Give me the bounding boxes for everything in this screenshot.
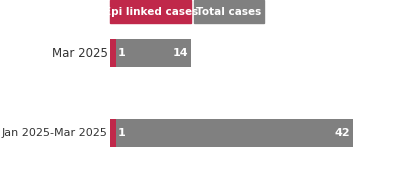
Bar — [110, 0, 191, 23]
Bar — [110, 39, 191, 67]
Text: 1: 1 — [118, 128, 126, 138]
Bar — [110, 119, 353, 147]
Text: 1: 1 — [118, 48, 126, 58]
Text: 42: 42 — [335, 128, 350, 138]
Bar — [194, 0, 264, 23]
Text: 14: 14 — [173, 48, 188, 58]
Text: Mar 2025: Mar 2025 — [52, 46, 107, 60]
Bar — [110, 39, 116, 67]
Text: Epi linked cases: Epi linked cases — [104, 7, 198, 17]
Text: Jan 2025-Mar 2025: Jan 2025-Mar 2025 — [2, 128, 107, 138]
Text: Total cases: Total cases — [196, 7, 261, 17]
Bar — [110, 119, 116, 147]
